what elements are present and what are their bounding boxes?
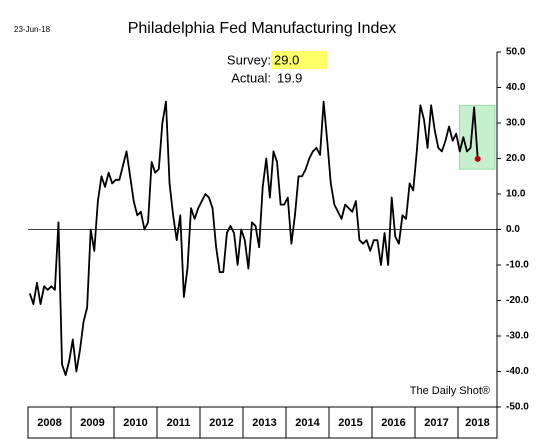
source: The Daily Shot®: [410, 385, 490, 397]
y-tick-label: 20.0: [506, 153, 526, 164]
actual-value: 19.9: [277, 70, 302, 85]
y-tick-label: 30.0: [506, 118, 526, 129]
actual-label: Actual:: [231, 70, 271, 85]
y-tick-label: -10.0: [506, 260, 529, 271]
x-tick-label: 2008: [37, 417, 61, 429]
y-tick-label: -30.0: [506, 331, 529, 342]
x-tick-label: 2016: [381, 417, 405, 429]
x-tick-label: 2015: [338, 417, 362, 429]
x-tick-label: 2013: [252, 417, 276, 429]
last-point: [474, 155, 481, 162]
y-tick-label: 10.0: [506, 189, 526, 200]
survey-label: Survey:: [227, 52, 271, 67]
survey-value: 29.0: [274, 52, 299, 67]
x-tick-label: 2009: [80, 417, 104, 429]
x-tick-label: 2010: [123, 417, 147, 429]
y-tick-label: 40.0: [506, 82, 526, 93]
x-tick-label: 2018: [465, 417, 489, 429]
date-label: 23-Jun-18: [14, 25, 51, 34]
chart-title: Philadelphia Fed Manufacturing Index: [128, 20, 397, 37]
x-tick-label: 2017: [424, 417, 448, 429]
survey-highlight: [271, 51, 327, 69]
y-tick-label: 0.0: [506, 224, 520, 235]
y-tick-label: -40.0: [506, 366, 529, 377]
x-tick-label: 2014: [295, 417, 320, 429]
x-axis-box: [27, 406, 498, 439]
y-tick-label: 50.0: [506, 47, 526, 58]
y-tick-label: -20.0: [506, 295, 529, 306]
series-line: [28, 100, 479, 376]
y-tick-label: -50.0: [506, 402, 529, 413]
x-tick-label: 2011: [167, 417, 191, 429]
x-tick-label: 2012: [209, 417, 233, 429]
